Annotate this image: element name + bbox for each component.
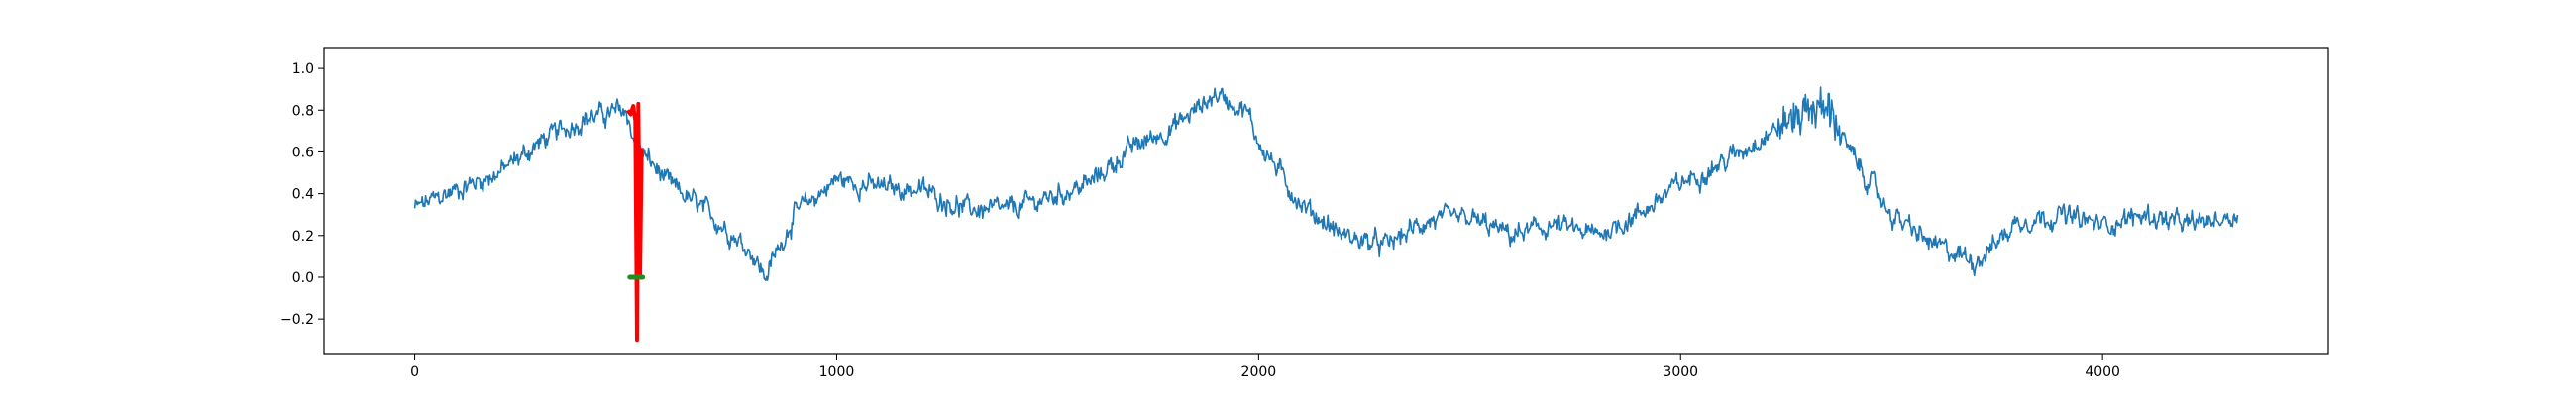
x-tick-label: 4000: [2085, 364, 2120, 380]
plot-frame: [323, 47, 2329, 355]
x-tick-label: 3000: [1663, 364, 1698, 380]
y-tick-label: −0.2: [280, 312, 314, 328]
y-tick-label: 1.0: [292, 61, 314, 77]
series-line-red: [625, 101, 644, 343]
series-line-blue: [413, 86, 2239, 282]
x-axis: 0 1000 2000 3000 4000: [410, 354, 2120, 380]
y-tick-label: 0.0: [292, 270, 314, 286]
x-tick-label: 1000: [819, 364, 855, 380]
y-tick-label: 0.6: [292, 145, 314, 160]
y-tick-label: 0.8: [292, 103, 314, 119]
x-tick-label: 0: [410, 364, 419, 380]
y-axis: −0.2 0.0 0.2 0.4 0.6 0.8 1.0: [280, 61, 324, 328]
x-tick-label: 2000: [1241, 364, 1277, 380]
y-tick-label: 0.4: [292, 187, 314, 203]
plot-area: [413, 86, 2239, 343]
y-tick-label: 0.2: [292, 229, 314, 245]
